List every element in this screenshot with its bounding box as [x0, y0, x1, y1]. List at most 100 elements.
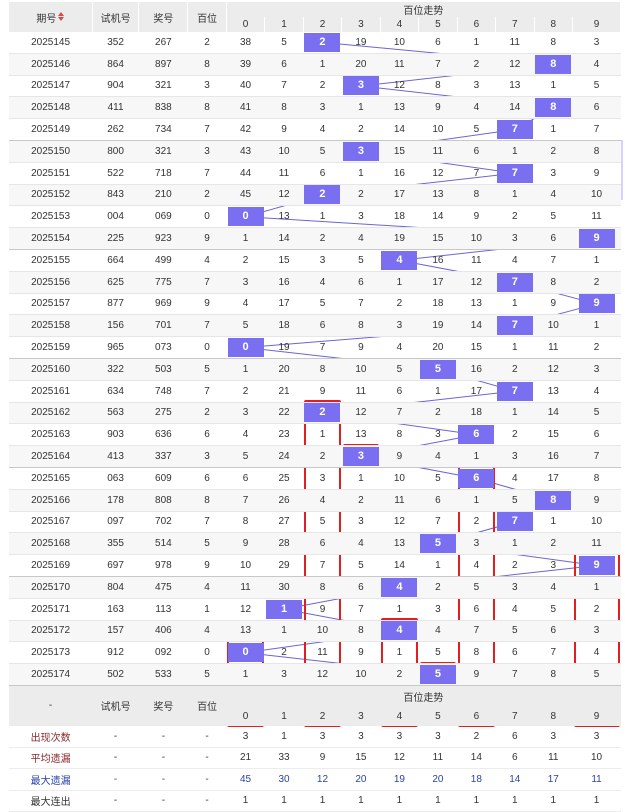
scrollbar-track[interactable]	[621, 140, 623, 200]
prize-number-cell: 978	[138, 554, 188, 577]
stats-dash: -	[187, 790, 227, 812]
miss-count-cell: 7	[341, 293, 381, 316]
hit-cell: 7	[495, 271, 535, 294]
stats-value: 33	[264, 747, 304, 770]
miss-count-cell: 5	[495, 489, 535, 512]
header-digit-3: 3	[341, 17, 381, 32]
test-number-cell: 864	[92, 53, 139, 76]
table-row: 2025147 904 321 3 40 7 2 3 12 8 3 13 1 5	[9, 75, 621, 98]
col-header-hundreds: 百位	[187, 2, 227, 32]
hit-cell: 3	[341, 75, 381, 98]
miss-count-cell: 1	[303, 423, 342, 447]
header-digit-9: 9	[572, 17, 621, 32]
hundreds-digit-cell: 4	[187, 576, 227, 599]
hundreds-digit-cell: 0	[187, 336, 227, 359]
miss-count-cell: 6	[418, 32, 458, 54]
sort-icon[interactable]	[58, 11, 65, 21]
hundreds-digit-cell: 7	[187, 271, 227, 294]
miss-count-cell: 3	[303, 249, 342, 272]
miss-count-cell: 9	[303, 598, 342, 621]
miss-count-cell: 19	[264, 336, 304, 359]
stats-value: 20	[341, 768, 381, 791]
hit-cell: 4	[380, 620, 419, 643]
hundreds-digit-cell: 2	[187, 32, 227, 54]
hit-cell: 0	[226, 641, 265, 665]
hundreds-digit-cell: 7	[187, 511, 227, 534]
col-header-prize: 奖号	[138, 2, 189, 32]
stats-value: 1	[264, 725, 304, 748]
miss-count-cell: 9	[572, 162, 621, 185]
miss-count-cell: 13	[495, 75, 535, 98]
period-cell: 2025156	[9, 271, 93, 294]
miss-count-cell: 7	[457, 162, 496, 185]
hit-marker: 4	[381, 621, 418, 641]
test-number-cell: 625	[92, 271, 139, 294]
miss-count-cell: 1	[226, 358, 265, 381]
stats-value: 11	[418, 747, 458, 770]
miss-count-cell: 10	[341, 663, 381, 686]
hit-cell: 2	[303, 184, 342, 207]
stats-value: 3	[341, 725, 381, 748]
miss-count-cell: 13	[226, 620, 265, 643]
stats-row: 平均遗漏 - - -21 33 9 15 12 11 14 6 11 10	[9, 747, 621, 770]
miss-count-cell: 6	[303, 162, 342, 185]
table-row: 2025174 502 533 5 1 3 12 10 2 5 9 7 8 5	[9, 663, 621, 686]
miss-count-cell: 1	[226, 663, 265, 686]
prize-number-cell: 969	[138, 293, 188, 316]
hit-marker: 4	[381, 250, 418, 270]
hit-marker: 9	[578, 556, 615, 576]
miss-count-cell: 19	[341, 32, 381, 54]
prize-number-cell: 503	[138, 358, 188, 381]
hit-marker: 4	[381, 577, 418, 597]
test-number-cell: 157	[92, 620, 139, 643]
miss-count-cell: 19	[418, 314, 458, 338]
period-cell: 2025169	[9, 554, 93, 577]
miss-count-cell: 12	[226, 598, 265, 621]
miss-count-cell: 4	[380, 336, 419, 359]
prize-number-cell: 499	[138, 249, 188, 272]
table-row: 2025165 063 609 6 6 25 3 1 10 5 6 4 17 8	[9, 467, 621, 490]
prize-number-cell: 808	[138, 489, 188, 512]
period-cell: 2025149	[9, 118, 93, 141]
table-row: 2025146 864 897 8 39 6 1 20 11 7 2 12 8 4	[9, 53, 621, 76]
test-number-cell: 097	[92, 511, 139, 534]
test-number-cell: 965	[92, 336, 139, 359]
hit-marker: 6	[458, 468, 495, 488]
miss-count-cell: 2	[380, 663, 419, 686]
miss-count-cell: 6	[457, 598, 496, 621]
miss-count-cell: 11	[457, 249, 496, 272]
header-digit-5: 5	[418, 17, 458, 32]
table-row: 2025169 697 978 9 10 29 7 5 14 1 4 2 3 9	[9, 554, 621, 577]
period-cell: 2025173	[9, 641, 93, 665]
stats-dash: -	[138, 768, 188, 791]
period-cell: 2025160	[9, 358, 93, 381]
miss-count-cell: 2	[534, 140, 573, 163]
miss-count-cell: 12	[495, 53, 535, 76]
miss-count-cell: 2	[572, 598, 621, 621]
col-header-period[interactable]: 期号	[9, 2, 93, 32]
hit-cell: 5	[418, 358, 458, 381]
miss-count-cell: 22	[264, 402, 304, 425]
miss-count-cell: 9	[303, 380, 342, 403]
miss-count-cell: 7	[341, 598, 381, 621]
stats-value: 1	[457, 790, 496, 812]
miss-count-cell: 10	[572, 511, 621, 534]
miss-count-cell: 8	[572, 467, 621, 490]
hit-cell: 0	[226, 205, 265, 229]
miss-count-cell: 18	[418, 293, 458, 316]
hit-cell: 2	[303, 402, 342, 425]
test-number-cell: 502	[92, 663, 139, 686]
miss-count-cell: 8	[303, 358, 342, 381]
miss-count-cell: 9	[341, 336, 381, 359]
miss-count-cell: 5	[380, 358, 419, 381]
period-cell: 2025159	[9, 336, 93, 359]
hit-cell: 8	[534, 489, 573, 512]
footer-col-test: 试机号	[92, 685, 139, 726]
hit-cell: 2	[303, 32, 342, 54]
miss-count-cell: 17	[457, 380, 496, 403]
hundreds-digit-cell: 6	[187, 467, 227, 490]
miss-count-cell: 5	[341, 554, 381, 577]
hit-cell: 9	[572, 293, 621, 316]
miss-count-cell: 4	[226, 293, 265, 316]
